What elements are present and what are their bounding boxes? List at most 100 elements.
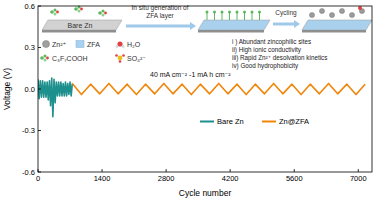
y-tick-label: 0.0 (25, 85, 35, 94)
species-icon (122, 54, 125, 57)
species-icon (115, 54, 118, 57)
step-label: ZFA layer (146, 12, 174, 20)
zfa-molecule (213, 11, 216, 14)
slab-label: Bare Zn (68, 22, 93, 29)
bare-zn-slab (42, 20, 122, 30)
data-group (38, 78, 365, 117)
schematic: Bare Zn In situ generation ofZFA layer Cyc… (40, 4, 372, 70)
molecule (102, 14, 105, 17)
x-tick-label: 2800 (158, 174, 175, 183)
species-icon (118, 56, 123, 61)
plot-frame (38, 6, 372, 172)
species-icon (46, 57, 49, 60)
cycled-slab (302, 20, 372, 30)
series-line (38, 78, 72, 117)
zn-ion (339, 8, 344, 13)
property-item: i ) Abundant zincophilic sites (232, 38, 311, 46)
zfa-molecule (228, 11, 231, 14)
species-icon (43, 41, 50, 48)
x-tick-label: 4200 (222, 174, 239, 183)
x-tick-label: 0 (36, 174, 40, 183)
zfa-slab (198, 20, 270, 30)
x-tick (38, 169, 39, 172)
x-tick (102, 169, 103, 172)
molecule (78, 10, 81, 13)
y-tick-label: 0.3 (25, 43, 35, 52)
property-item: iv) Good hydrophobicity (232, 62, 299, 70)
y-tick (38, 130, 41, 131)
molecule (56, 11, 59, 14)
legend-label: Zn@ZFA (279, 117, 309, 126)
y-axis-label: Voltage (V) (2, 68, 12, 110)
zfa-molecule (214, 13, 215, 20)
y-tick (38, 47, 41, 48)
zn-ion (329, 12, 334, 17)
species-icon (44, 59, 47, 62)
step-label: In situ generation of (131, 4, 188, 12)
zfa-molecule (237, 13, 238, 20)
molecule (54, 13, 57, 16)
x-tick (358, 169, 359, 172)
species-label: H₂O (127, 41, 141, 48)
species-icon (76, 41, 84, 48)
zn-ion (349, 12, 354, 17)
molecule (104, 12, 107, 15)
legend-item: Bare Zn (200, 117, 244, 126)
species-icon (119, 60, 122, 63)
molecule (102, 10, 105, 13)
molecule (74, 7, 78, 11)
property-item: iii) Rapid Zn²⁺ desolvation kinetics (232, 54, 327, 62)
zfa-molecule (243, 11, 246, 14)
y-tick-label: -0.3 (22, 126, 35, 135)
condition-label: 40 mA cm⁻² -1 mA h cm⁻² (150, 71, 231, 78)
zn-ion (319, 8, 324, 13)
y-tick (38, 89, 41, 90)
zfa-molecule (259, 13, 260, 20)
x-tick-label: 5600 (286, 174, 303, 183)
zfa-molecule (251, 11, 254, 14)
species-icon (40, 56, 44, 60)
y-tick-label: 0.6 (25, 2, 35, 11)
zfa-molecule (236, 11, 239, 14)
zn-ion (309, 12, 314, 17)
species-label: C₃F₇COOH (52, 55, 88, 62)
species-label: ZFA (87, 41, 100, 48)
species-icon (122, 45, 125, 48)
y-tick (38, 6, 41, 7)
step-arrow (126, 25, 192, 28)
water-icon (358, 6, 362, 10)
cycled-slab-edge (302, 30, 366, 33)
y-tick-label: -0.6 (22, 168, 35, 177)
molecule (98, 11, 102, 15)
zfa-molecule (252, 13, 253, 20)
x-tick (166, 169, 167, 172)
chart: Bare Zn In situ generation ofZFA layer Cyc… (0, 0, 379, 200)
zfa-molecule (222, 13, 223, 20)
bare-zn-slab-edge (42, 30, 116, 33)
x-tick (294, 169, 295, 172)
zfa-molecule (258, 11, 261, 14)
x-tick (230, 169, 231, 172)
x-tick-label: 1400 (94, 174, 111, 183)
molecule (54, 9, 57, 12)
series-line (72, 83, 365, 94)
species-icon (116, 45, 119, 48)
zfa-molecule (206, 11, 209, 14)
legend-item: Zn@ZFA (262, 117, 309, 126)
molecule (80, 8, 83, 11)
species-label: SO₄²⁻ (127, 55, 146, 62)
species-label: Zn²⁺ (52, 41, 67, 48)
molecule (50, 10, 54, 14)
zfa-molecule (221, 11, 224, 14)
legend-swatch (200, 121, 214, 123)
zfa-molecule (207, 13, 208, 20)
step-arrow (273, 23, 296, 26)
species-icon (44, 55, 47, 58)
property-item: ii) High ionic conductivity (232, 46, 302, 54)
step-arrow-head (294, 20, 300, 28)
x-axis-label: Cycle number (179, 188, 232, 198)
legend-swatch (262, 121, 276, 123)
step-arrow-head (190, 22, 196, 30)
step-label: Cycling (275, 9, 297, 17)
legend-label: Bare Zn (217, 117, 244, 126)
